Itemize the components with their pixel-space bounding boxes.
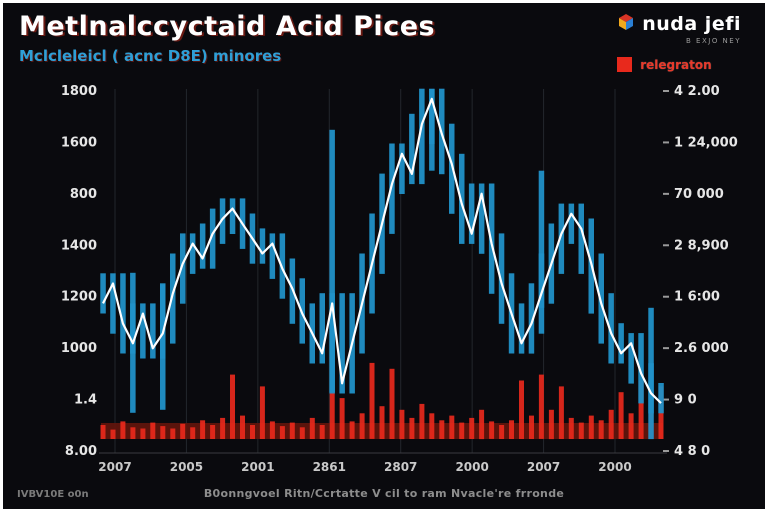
svg-text:2.6 000: 2.6 000 [674, 341, 729, 356]
page-title: Metlnalccyctaid Acid Pices [19, 11, 436, 42]
svg-text:4 2.00: 4 2.00 [674, 84, 720, 99]
svg-text:8.00: 8.00 [65, 444, 97, 459]
logo-text: nuda jefi [642, 13, 741, 35]
header: Metlnalccyctaid Acid Pices Mclcleleicl (… [19, 11, 435, 65]
svg-text:1600: 1600 [61, 135, 97, 150]
svg-text:4 8 0: 4 8 0 [674, 444, 710, 459]
svg-text:2001: 2001 [241, 460, 274, 474]
page-subtitle: Mclcleleicl ( acnc D8E) minores [19, 47, 282, 65]
svg-text:2861: 2861 [313, 460, 346, 474]
footer-caption: B0onngvoel Ritn/Ccrtatte V cil to ram Nv… [203, 487, 565, 500]
svg-text:1 6:00: 1 6:00 [674, 290, 720, 305]
svg-text:2000: 2000 [455, 460, 488, 474]
svg-text:2807: 2807 [384, 460, 417, 474]
svg-text:2005: 2005 [170, 460, 203, 474]
logo-cube-icon [617, 13, 635, 35]
logo: nuda jefi [617, 13, 741, 35]
footer-watermark: IVBV10E o0n [17, 489, 89, 500]
legend-label: relegraton [640, 57, 712, 72]
price-chart: 2007 2005 2001 2861 2807 2000 2007 2000 1800 1600… [61, 84, 738, 474]
svg-text:2007: 2007 [527, 460, 560, 474]
svg-text:2007: 2007 [98, 460, 131, 474]
legend-swatch-icon [617, 57, 633, 72]
logo-subtext: B EXJO NEY [686, 37, 741, 45]
svg-text:9 0: 9 0 [674, 393, 697, 408]
svg-text:1200: 1200 [61, 290, 97, 305]
svg-text:2 8,900: 2 8,900 [674, 238, 729, 253]
svg-text:1000: 1000 [61, 341, 97, 356]
svg-text:70 000: 70 000 [674, 187, 724, 202]
svg-text:1.4: 1.4 [74, 393, 97, 408]
chart-legend: relegraton [617, 57, 741, 72]
brand-block: nuda jefi B EXJO NEY relegraton [617, 13, 741, 72]
svg-text:1 24,000: 1 24,000 [674, 135, 738, 150]
svg-text:1800: 1800 [61, 84, 97, 99]
svg-text:800: 800 [70, 187, 97, 202]
svg-text:1400: 1400 [61, 238, 97, 253]
svg-text:2000: 2000 [598, 460, 631, 474]
